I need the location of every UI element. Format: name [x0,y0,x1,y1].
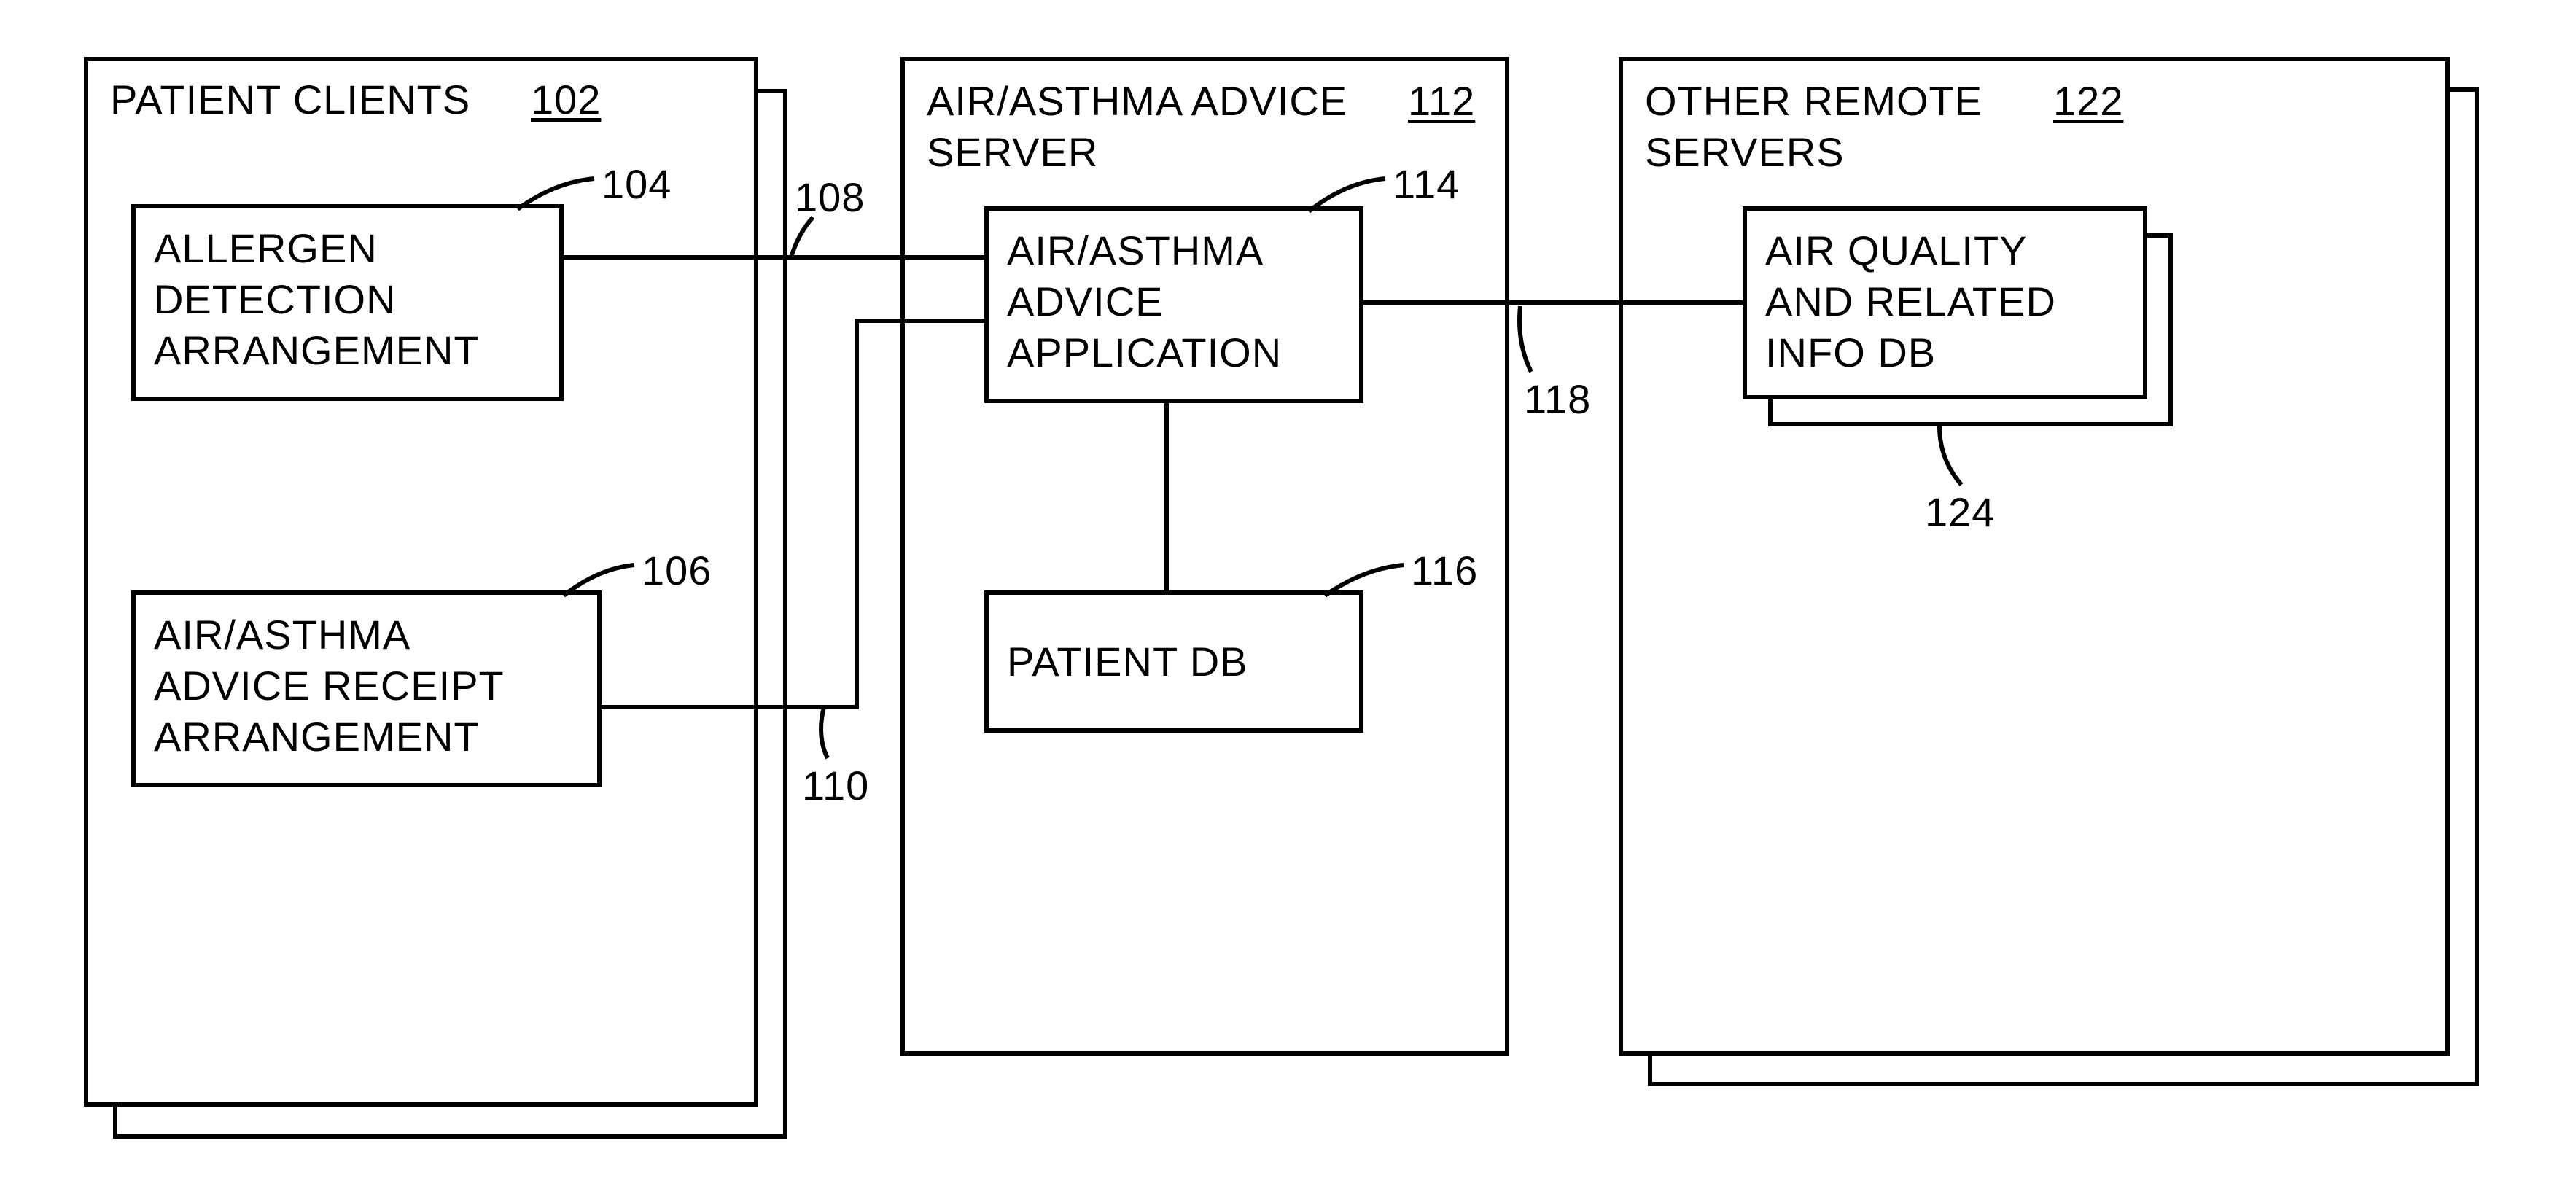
air-quality-db-text: AIR QUALITYAND RELATEDINFO DB [1765,225,2125,378]
remote-servers-title: OTHER REMOTESERVERS 122 [1645,76,1982,178]
patient-clients-title-text: PATIENT CLIENTS [110,77,470,122]
ref-108: 108 [795,173,865,221]
ref-124: 124 [1925,488,1995,536]
ref-116: 116 [1411,547,1478,594]
ref-118: 118 [1524,375,1591,423]
ref-110: 110 [802,762,869,809]
air-quality-db-front: AIR QUALITYAND RELATEDINFO DB [1743,206,2147,399]
remote-servers-title-text: OTHER REMOTESERVERS [1645,76,1982,178]
advice-receipt-text: AIR/ASTHMAADVICE RECEIPTARRANGEMENT [154,609,579,763]
advice-server-title: AIR/ASTHMA ADVICESERVER 112 [927,76,1347,178]
remote-servers-number: 122 [2053,76,2123,127]
patient-db-text: PATIENT DB [1007,636,1248,687]
advice-app-text: AIR/ASTHMAADVICEAPPLICATION [1007,225,1341,378]
diagram-container: PATIENT CLIENTS 102 ALLERGENDETECTIONARR… [0,0,2576,1197]
patient-db-box: PATIENT DB [984,590,1363,733]
ref-104: 104 [602,160,672,208]
patient-clients-title: PATIENT CLIENTS 102 [110,76,601,123]
advice-receipt-box: AIR/ASTHMAADVICE RECEIPTARRANGEMENT [131,590,602,787]
patient-clients-number: 102 [531,77,601,122]
ref-106: 106 [642,547,712,594]
allergen-detection-text: ALLERGENDETECTIONARRANGEMENT [154,223,541,376]
advice-app-box: AIR/ASTHMAADVICEAPPLICATION [984,206,1363,403]
advice-server-title-text: AIR/ASTHMA ADVICESERVER [927,76,1347,178]
ref-114: 114 [1393,160,1460,208]
allergen-detection-box: ALLERGENDETECTIONARRANGEMENT [131,204,564,401]
advice-server-number: 112 [1408,76,1475,127]
